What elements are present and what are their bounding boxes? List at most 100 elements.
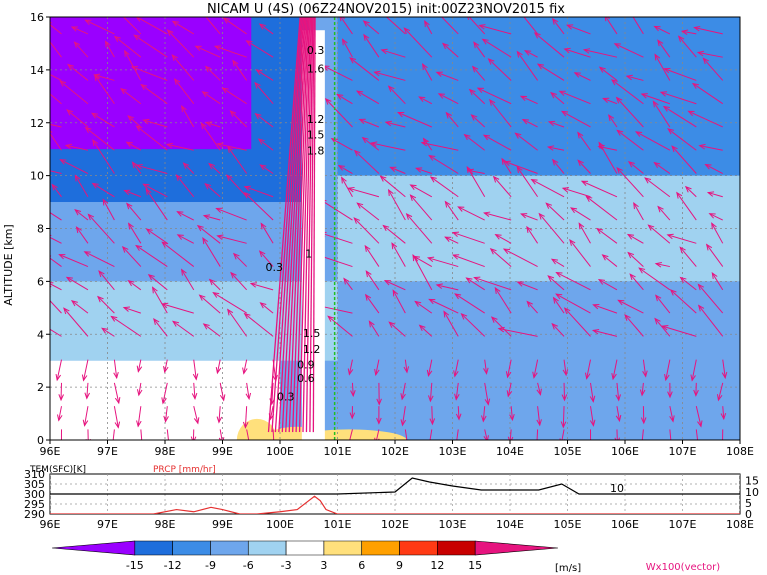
wind-vector: [655, 295, 671, 314]
colorbar-label: 3: [320, 559, 327, 572]
wind-vector: [233, 253, 248, 267]
lower-x-tick-label: 98E: [155, 518, 176, 531]
wind-vector: [584, 49, 618, 58]
wind-vector-head: [626, 233, 635, 240]
wind-vector: [56, 359, 62, 381]
wind-vector: [516, 166, 539, 198]
wind-vector: [137, 406, 142, 427]
wind-vector-head: [114, 7, 120, 13]
wind-vector-head: [584, 372, 591, 380]
wind-vector: [403, 27, 433, 58]
wind-vector-head: [615, 394, 621, 402]
wind-vector-head: [84, 392, 90, 400]
wind-vector-head: [669, 415, 675, 423]
wind-vector-head: [55, 373, 62, 382]
wind-vector: [368, 321, 380, 337]
wind-vector: [202, 91, 221, 105]
wind-vector-head: [113, 371, 119, 380]
wind-vector: [489, 99, 512, 128]
wind-vector: [259, 23, 274, 35]
wind-vector-head: [176, 234, 184, 240]
wind-vector-head: [400, 419, 407, 427]
wind-vector: [219, 429, 223, 440]
wind-vector: [603, 98, 618, 105]
wind-vector: [260, 164, 274, 174]
wind-vector-head: [358, 118, 366, 124]
wind-vector: [577, 160, 591, 174]
wind-vector: [143, 183, 168, 198]
lower-x-tick-label: 105E: [554, 518, 582, 531]
wind-vector: [443, 311, 459, 337]
wind-vector: [547, 275, 565, 291]
wind-vector-head: [444, 236, 452, 242]
wind-vector-head: [198, 294, 206, 301]
wind-vector: [679, 247, 697, 267]
wind-vector-head: [582, 48, 591, 54]
wind-vector: [216, 359, 221, 374]
wind-vector-head: [706, 191, 715, 197]
wind-vector: [246, 382, 250, 399]
wind-vector-head: [226, 174, 233, 182]
wind-vector: [676, 192, 697, 221]
wind-vector-head: [465, 277, 473, 284]
wind-vector: [166, 143, 194, 151]
wind-vector-head: [424, 20, 430, 28]
wind-vector-head: [200, 122, 207, 130]
colorbar-label: -6: [243, 559, 254, 572]
wind-vector-head: [561, 394, 568, 402]
wind-vector: [419, 325, 433, 337]
wind-vector: [641, 382, 644, 396]
wind-vector: [167, 29, 195, 58]
wind-vector-head: [489, 248, 497, 255]
wind-vector-head: [191, 392, 198, 401]
wind-vector: [438, 93, 459, 105]
wind-vector-head: [482, 134, 491, 141]
wind-vector-head: [454, 393, 460, 401]
wind-vector: [133, 34, 168, 58]
wind-vector: [586, 196, 618, 221]
wind-vector: [563, 359, 567, 376]
wind-vector-head: [435, 283, 443, 289]
wind-vector-head: [426, 256, 435, 262]
wind-vector-head: [640, 417, 647, 425]
wind-vector: [590, 382, 594, 402]
wind-vector: [223, 17, 247, 35]
wind-vector: [244, 192, 274, 221]
colorbar-label: -3: [281, 559, 292, 572]
wind-vector: [524, 50, 538, 58]
updraft-vector: [274, 17, 304, 433]
wind-vector-head: [403, 27, 411, 34]
wind-vector: [320, 199, 353, 221]
wind-vector: [593, 329, 618, 337]
wind-vector-head: [208, 162, 215, 170]
x-tick-label: 101E: [324, 445, 352, 458]
wind-vector-head: [133, 34, 141, 41]
wind-vector-head: [40, 85, 46, 90]
wind-vector: [401, 382, 406, 400]
wind-vector: [550, 92, 565, 105]
wind-vector-head: [451, 231, 460, 237]
wind-vector: [137, 359, 142, 372]
wind-vector: [526, 301, 538, 314]
wind-vector-head: [677, 35, 685, 43]
wind-vector: [507, 382, 512, 397]
wind-vector-head: [341, 176, 347, 184]
x-tick-label: 97E: [97, 445, 118, 458]
updraft-vector: [271, 17, 302, 433]
wind-vector: [507, 359, 512, 378]
wind-vector-head: [212, 292, 220, 298]
colorbar-label: -15: [126, 559, 144, 572]
wind-vector-head: [473, 276, 481, 282]
y-tick-label: 14: [30, 64, 44, 77]
wind-vector-head: [58, 394, 64, 402]
wind-vector-head: [460, 313, 468, 320]
wind-vector: [174, 78, 195, 105]
lower-right-tick-label: 10: [745, 486, 759, 499]
wind-vector-head: [676, 191, 683, 199]
y-tick-label: 4: [37, 328, 44, 341]
wind-vector: [596, 228, 618, 244]
colorbar-swatch: [323, 540, 363, 556]
wind-vector-head: [176, 211, 184, 217]
wind-vector-head: [370, 141, 378, 147]
wind-vector-head: [142, 118, 150, 125]
